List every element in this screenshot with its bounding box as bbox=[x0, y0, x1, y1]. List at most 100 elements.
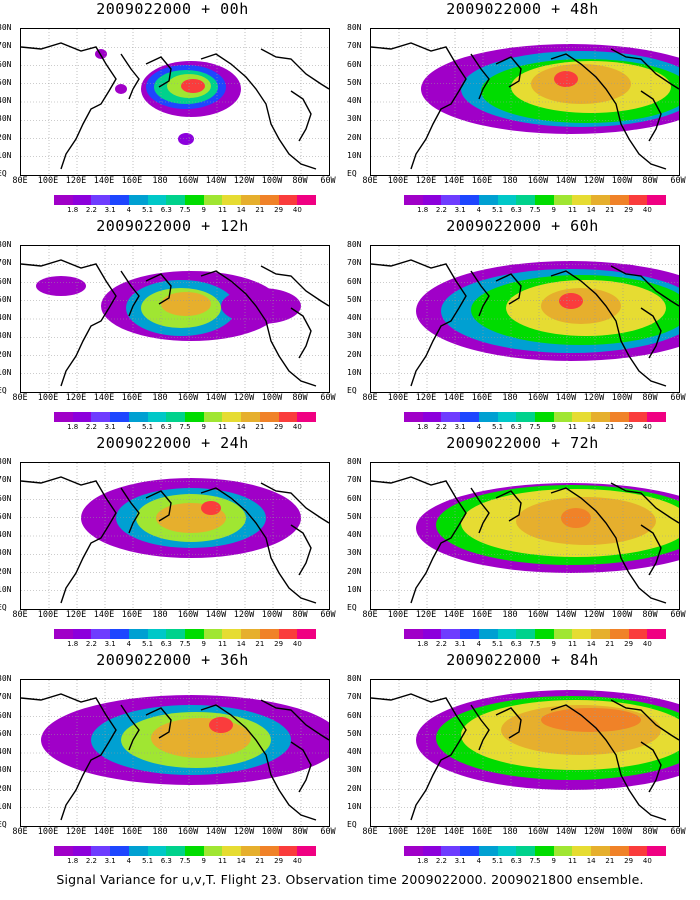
colorbar-labels: 1.8 2.2 3.1 4 5.1 6.3 7.5 9 11 14 21 29 40 bbox=[404, 640, 657, 650]
panel-title: 2009022000 + 84h bbox=[446, 651, 599, 669]
latitude-labels: 80N 70N 60N 50N 40N 30N 20N 10N EQ bbox=[347, 457, 370, 612]
coastline bbox=[290, 307, 312, 359]
map-panel: 2009022000 + 36h 80N 70N 60N 50N 40N 30N 20N 10N… bbox=[0, 651, 345, 873]
lat-tick-label: 10N bbox=[347, 367, 362, 377]
colorbar-labels: 1.8 2.2 3.1 4 5.1 6.3 7.5 9 11 14 21 29 40 bbox=[54, 206, 307, 216]
colorbar-labels: 1.8 2.2 3.1 4 5.1 6.3 7.5 9 11 14 21 29 40 bbox=[54, 423, 307, 433]
panel-title: 2009022000 + 00h bbox=[96, 0, 249, 18]
colorbar-label: 40 bbox=[292, 206, 302, 214]
coastline bbox=[200, 704, 317, 821]
colorbar-swatch bbox=[460, 412, 479, 422]
coastline bbox=[290, 741, 312, 793]
colorbar-label: 9 bbox=[551, 423, 556, 431]
colorbar-label: 2.2 bbox=[85, 423, 97, 431]
colorbar-swatch bbox=[441, 195, 461, 205]
lat-tick-label: 20N bbox=[0, 132, 12, 142]
colorbar-label: 4 bbox=[476, 206, 482, 214]
variance-map bbox=[370, 28, 680, 176]
colorbar-label: 2.2 bbox=[435, 206, 447, 214]
lon-tick-label: 140W bbox=[205, 610, 227, 620]
lon-tick-label: 180 bbox=[502, 393, 518, 403]
colorbar-swatch bbox=[241, 195, 260, 205]
lat-tick-label: 60N bbox=[347, 710, 362, 720]
colorbar-label: 40 bbox=[642, 423, 652, 431]
colorbar-swatch bbox=[259, 629, 279, 639]
colorbar-label: 9 bbox=[551, 206, 556, 214]
variance-field bbox=[21, 463, 329, 609]
lon-tick-label: 140W bbox=[205, 393, 227, 403]
colorbar-label: 6.3 bbox=[510, 423, 522, 431]
colorbar-label: 29 bbox=[274, 640, 284, 648]
colorbar-label: 3.1 bbox=[454, 640, 466, 648]
longitude-labels: 80E 100E 120E 140E 160E 180 160W 140W 120W 100W 80… bbox=[10, 176, 340, 188]
panel-title: 2009022000 + 12h bbox=[96, 217, 249, 235]
lat-tick-label: 20N bbox=[347, 132, 362, 142]
lon-tick-label: 120E bbox=[415, 176, 437, 186]
colorbar-swatch bbox=[54, 412, 73, 422]
lon-tick-label: 140E bbox=[93, 610, 115, 620]
latitude-labels: 80N 70N 60N 50N 40N 30N 20N 10N EQ bbox=[0, 674, 20, 829]
colorbar-swatch bbox=[185, 629, 204, 639]
lat-tick-label: 30N bbox=[347, 114, 362, 124]
lat-tick-label: 30N bbox=[347, 765, 362, 775]
colorbar-label: 1.8 bbox=[67, 857, 79, 865]
lat-tick-label: 20N bbox=[0, 566, 12, 576]
coastline bbox=[371, 42, 467, 170]
lon-tick-label: 160E bbox=[121, 610, 143, 620]
lat-tick-label: 30N bbox=[0, 548, 12, 558]
lat-tick-label: 80N bbox=[347, 23, 362, 32]
lon-tick-label: 160W bbox=[527, 610, 549, 620]
colorbar-swatch bbox=[259, 412, 279, 422]
colorbar-label: 5.1 bbox=[492, 857, 504, 865]
colorbar-swatch bbox=[460, 629, 479, 639]
lon-tick-label: 80E bbox=[362, 393, 378, 403]
colorbar-swatch bbox=[259, 195, 279, 205]
lon-tick-label: 160W bbox=[527, 827, 549, 837]
map-panel: 2009022000 + 60h 80N 70N 60N 50N 40N 30N 20N 10N… bbox=[347, 217, 695, 439]
colorbar-label: 40 bbox=[292, 857, 302, 865]
colorbar-label: 6.3 bbox=[160, 423, 172, 431]
colorbar-swatch bbox=[422, 195, 442, 205]
colorbar-label: 7.5 bbox=[179, 640, 191, 648]
colorbar-swatch bbox=[422, 846, 442, 856]
lon-tick-label: 120E bbox=[415, 610, 437, 620]
colorbar-swatch bbox=[441, 846, 461, 856]
colorbar-swatch bbox=[222, 412, 242, 422]
lat-tick-label: 50N bbox=[347, 77, 362, 87]
colorbar-swatch bbox=[572, 412, 592, 422]
colorbar-swatch bbox=[628, 629, 648, 639]
colorbar-swatch bbox=[422, 629, 442, 639]
colorbar bbox=[54, 412, 317, 422]
colorbar-label: 11 bbox=[217, 206, 227, 214]
lon-tick-label: 180 bbox=[502, 610, 518, 620]
lon-tick-label: 100W bbox=[611, 176, 633, 186]
colorbar-swatch bbox=[535, 412, 554, 422]
coastline bbox=[640, 90, 662, 142]
colorbar-swatch bbox=[609, 412, 629, 422]
colorbar-label: 4 bbox=[126, 423, 132, 431]
colorbar-swatch bbox=[278, 412, 298, 422]
colorbar-label: 40 bbox=[292, 640, 302, 648]
colorbar-label: 14 bbox=[236, 857, 246, 865]
lon-tick-label: 120W bbox=[583, 393, 605, 403]
colorbar-label: 21 bbox=[255, 423, 265, 431]
colorbar-swatch bbox=[516, 195, 536, 205]
lat-tick-label: 40N bbox=[0, 313, 12, 322]
colorbar-swatch bbox=[203, 195, 223, 205]
lon-tick-label: 180 bbox=[152, 610, 168, 620]
colorbar-label: 11 bbox=[217, 423, 227, 431]
lat-tick-label: 80N bbox=[347, 457, 362, 466]
colorbar-label: 3.1 bbox=[104, 640, 116, 648]
colorbar-swatch bbox=[460, 846, 479, 856]
coastline bbox=[290, 524, 312, 576]
colorbar-label: 9 bbox=[551, 640, 556, 648]
colorbar-label: 1.8 bbox=[417, 206, 429, 214]
colorbar-label: 29 bbox=[624, 640, 634, 648]
colorbar-label: 29 bbox=[624, 857, 634, 865]
lon-tick-label: 120E bbox=[65, 393, 87, 403]
lon-tick-label: 120E bbox=[65, 610, 87, 620]
lon-tick-label: 100E bbox=[387, 176, 409, 186]
coastline bbox=[21, 42, 117, 170]
colorbar-labels: 1.8 2.2 3.1 4 5.1 6.3 7.5 9 11 14 21 29 40 bbox=[54, 640, 307, 650]
colorbar-label: 1.8 bbox=[67, 423, 79, 431]
